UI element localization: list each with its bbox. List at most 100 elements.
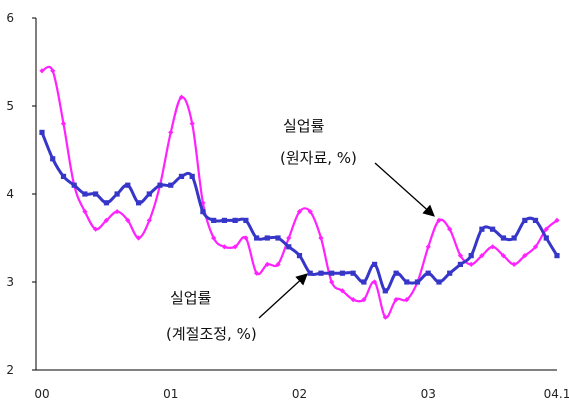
- data-point-sa: [254, 235, 260, 241]
- series-layer: [39, 65, 560, 320]
- data-point-sa: [50, 156, 56, 162]
- data-point-sa: [436, 279, 442, 285]
- data-point-sa: [532, 217, 539, 223]
- data-point-raw: [253, 270, 260, 276]
- data-point-sa: [275, 235, 281, 241]
- data-point-sa: [114, 191, 120, 197]
- x-tick-label: 02: [292, 387, 307, 401]
- data-point-sa: [103, 200, 109, 206]
- data-point-raw: [135, 235, 142, 241]
- data-point-sa: [296, 253, 303, 259]
- x-tick-labels: 00 01 02 03 04.1: [34, 387, 569, 401]
- data-point-sa: [318, 270, 324, 276]
- data-point-raw: [232, 244, 238, 250]
- data-point-sa: [211, 217, 217, 223]
- data-point-raw: [532, 244, 539, 250]
- sa-annotation-line2: (계절조정, %): [166, 325, 257, 343]
- data-point-raw: [243, 235, 249, 241]
- data-point-raw: [543, 226, 549, 232]
- data-point-raw: [103, 217, 109, 223]
- data-point-sa: [60, 173, 67, 179]
- data-point-sa: [490, 226, 496, 232]
- data-point-sa: [93, 191, 99, 197]
- data-point-raw: [372, 279, 378, 285]
- data-point-sa: [221, 217, 227, 223]
- data-point-sa: [146, 191, 152, 197]
- raw-annotation-arrow: [374, 162, 435, 217]
- data-point-sa: [425, 270, 431, 276]
- data-point-sa: [39, 129, 45, 135]
- annotations: 실업률 (원자료, %) 실업률 (계절조정, %): [166, 117, 435, 343]
- data-point-raw: [264, 261, 270, 267]
- data-point-sa: [157, 182, 163, 188]
- y-tick-label: 5: [6, 99, 14, 113]
- data-point-sa: [178, 173, 185, 179]
- data-point-raw: [189, 121, 195, 127]
- data-point-raw: [425, 244, 431, 250]
- x-tick-label: 04.1: [544, 387, 569, 401]
- series-raw: [39, 65, 560, 320]
- data-point-raw: [168, 129, 174, 135]
- data-point-sa: [468, 253, 474, 259]
- y-tick-label: 6: [6, 11, 14, 25]
- y-tick-label: 3: [6, 275, 14, 289]
- data-point-raw: [82, 209, 88, 215]
- data-point-raw: [60, 121, 67, 127]
- data-point-sa: [543, 235, 549, 241]
- data-point-sa: [554, 253, 560, 259]
- data-point-sa: [511, 235, 517, 241]
- data-point-sa: [82, 191, 88, 197]
- data-point-raw: [221, 244, 227, 250]
- data-point-sa: [457, 261, 463, 267]
- data-point-sa: [447, 270, 453, 276]
- y-tick-label: 2: [6, 363, 14, 377]
- data-point-raw: [296, 209, 303, 215]
- data-point-raw: [490, 244, 496, 250]
- data-point-sa: [136, 200, 142, 206]
- data-point-raw: [339, 288, 346, 294]
- data-point-raw: [275, 261, 281, 267]
- y-tick-label: 4: [6, 187, 14, 201]
- data-point-raw: [350, 297, 356, 303]
- data-point-raw: [447, 226, 453, 232]
- data-point-raw: [361, 297, 367, 303]
- data-point-raw: [500, 253, 506, 259]
- raw-annotation-line2: (원자료, %): [280, 149, 357, 167]
- data-point-sa: [382, 288, 388, 294]
- data-point-raw: [125, 217, 131, 223]
- data-point-sa: [168, 182, 174, 188]
- data-point-sa: [414, 279, 421, 285]
- data-point-raw: [114, 209, 120, 215]
- sa-annotation-line1: 실업률: [170, 289, 212, 307]
- series-sa: [39, 129, 560, 294]
- data-point-raw: [404, 297, 410, 303]
- data-point-raw: [511, 261, 517, 267]
- data-point-raw: [286, 235, 292, 241]
- data-point-sa: [522, 217, 528, 223]
- data-point-sa: [479, 226, 485, 232]
- sa-annotation-arrow: [258, 273, 308, 319]
- data-point-sa: [393, 270, 399, 276]
- data-point-raw: [307, 209, 313, 215]
- data-point-raw: [522, 253, 528, 259]
- data-point-sa: [200, 209, 206, 215]
- data-point-raw: [50, 68, 56, 74]
- data-point-sa: [329, 270, 335, 276]
- data-point-raw: [178, 94, 185, 100]
- data-point-raw: [146, 217, 152, 223]
- data-point-sa: [71, 182, 77, 188]
- data-point-raw: [479, 253, 485, 259]
- data-point-sa: [500, 235, 506, 241]
- data-point-sa: [286, 244, 292, 250]
- x-tick-label: 01: [163, 387, 178, 401]
- y-tick-labels: 2 3 4 5 6: [6, 11, 36, 377]
- data-point-raw: [318, 235, 324, 241]
- data-point-sa: [404, 279, 410, 285]
- data-point-raw: [211, 235, 217, 241]
- data-point-sa: [232, 217, 238, 223]
- data-point-sa: [264, 235, 270, 241]
- x-tick-label: 03: [421, 387, 436, 401]
- x-tick-label: 00: [34, 387, 49, 401]
- data-point-raw: [436, 217, 442, 223]
